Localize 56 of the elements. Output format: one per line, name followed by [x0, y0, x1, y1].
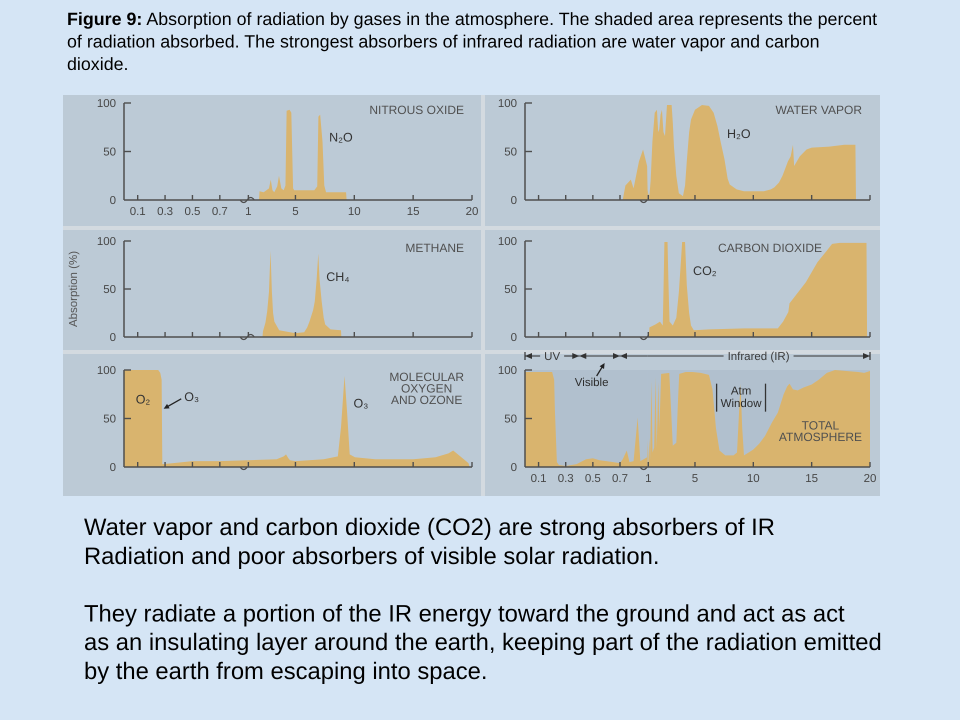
text: Water vapor and carbon dioxide (CO2) are strong absorbers of IR Radiation and poor absorbers of visible solar radiation. — [84, 514, 775, 570]
series-label: CO₂ — [693, 264, 717, 278]
x-tick-label: 15 — [805, 473, 818, 485]
y-tick-label: 100 — [498, 98, 517, 110]
y-tick-label: 100 — [96, 98, 116, 110]
x-tick-label: 10 — [348, 206, 361, 218]
x-tick-label: 0.7 — [212, 206, 228, 218]
y-tick-label: 0 — [110, 195, 116, 207]
band-label: UV — [544, 351, 560, 363]
x-tick-label: 20 — [466, 206, 478, 218]
x-tick-label: 0.5 — [584, 473, 601, 485]
x-tick-label: 5 — [692, 473, 698, 485]
x-tick-label: 20 — [864, 473, 876, 485]
x-tick-label: 10 — [746, 473, 760, 485]
text: MOLECULAR OXYGEN AND OZONE — [389, 370, 464, 407]
x-tick-label: 1 — [245, 206, 252, 218]
y-tick-label: 50 — [504, 284, 517, 296]
series-label: N₂O — [329, 130, 354, 144]
y-tick-label: 50 — [103, 284, 116, 296]
y-tick-label: 0 — [110, 332, 116, 344]
y-tick-label: 50 — [103, 414, 116, 426]
x-tick-label: 5 — [292, 206, 299, 218]
x-tick-label: 0.3 — [157, 206, 174, 218]
x-tick-label: 0.5 — [184, 206, 200, 218]
series-label: O₂ — [136, 392, 150, 407]
series-label: H₂O — [726, 126, 751, 141]
x-tick-label: 0.1 — [530, 473, 547, 485]
series-label: O₃ — [354, 396, 368, 411]
x-tick-label: 1 — [645, 473, 652, 485]
x-tick-label: 15 — [406, 206, 420, 218]
chart-title: WATER VAPOR — [776, 102, 862, 117]
x-tick-label: 0.3 — [558, 473, 574, 485]
chart-title: METHANE — [405, 240, 464, 255]
chart-title: NITROUS OXIDE — [369, 102, 464, 117]
chart-title: CARBON DIOXIDE — [718, 240, 822, 255]
y-tick-label: 0 — [510, 332, 517, 344]
y-axis-title: Absorption (%) — [68, 250, 80, 328]
text: TOTAL ATMOSPHERE — [778, 418, 862, 444]
text: They radiate a portion of the IR energy toward the ground and act as act as an insulating layer around the earth, keeping part of the radiation emitted by the earth from escaping into space. — [84, 600, 882, 685]
annotation: O₃ — [184, 390, 200, 404]
y-tick-label: 100 — [498, 236, 517, 248]
y-tick-label: 50 — [504, 146, 517, 158]
x-tick-label: 0.1 — [130, 206, 146, 218]
y-tick-label: 50 — [103, 146, 116, 158]
x-tick-label: 0.7 — [612, 473, 628, 485]
y-tick-label: 0 — [510, 195, 517, 207]
y-tick-label: 0 — [110, 462, 116, 474]
band-label: Infrared (IR) — [728, 351, 790, 363]
y-tick-label: 50 — [504, 414, 517, 426]
y-tick-label: 100 — [96, 236, 116, 248]
chart-title: Figure 9: Absorption of radiation by gases in the atmosphere. The shaded area represents the percent of radiation absorbed. The strongest absorbers of infrared radiation are water vapor and carbon dioxide. — [67, 9, 878, 74]
series-label: CH₄ — [326, 270, 350, 284]
y-tick-label: 0 — [510, 462, 517, 474]
y-tick-label: 100 — [498, 365, 517, 377]
y-tick-label: 100 — [96, 365, 116, 377]
band-label: Visible — [574, 377, 608, 389]
